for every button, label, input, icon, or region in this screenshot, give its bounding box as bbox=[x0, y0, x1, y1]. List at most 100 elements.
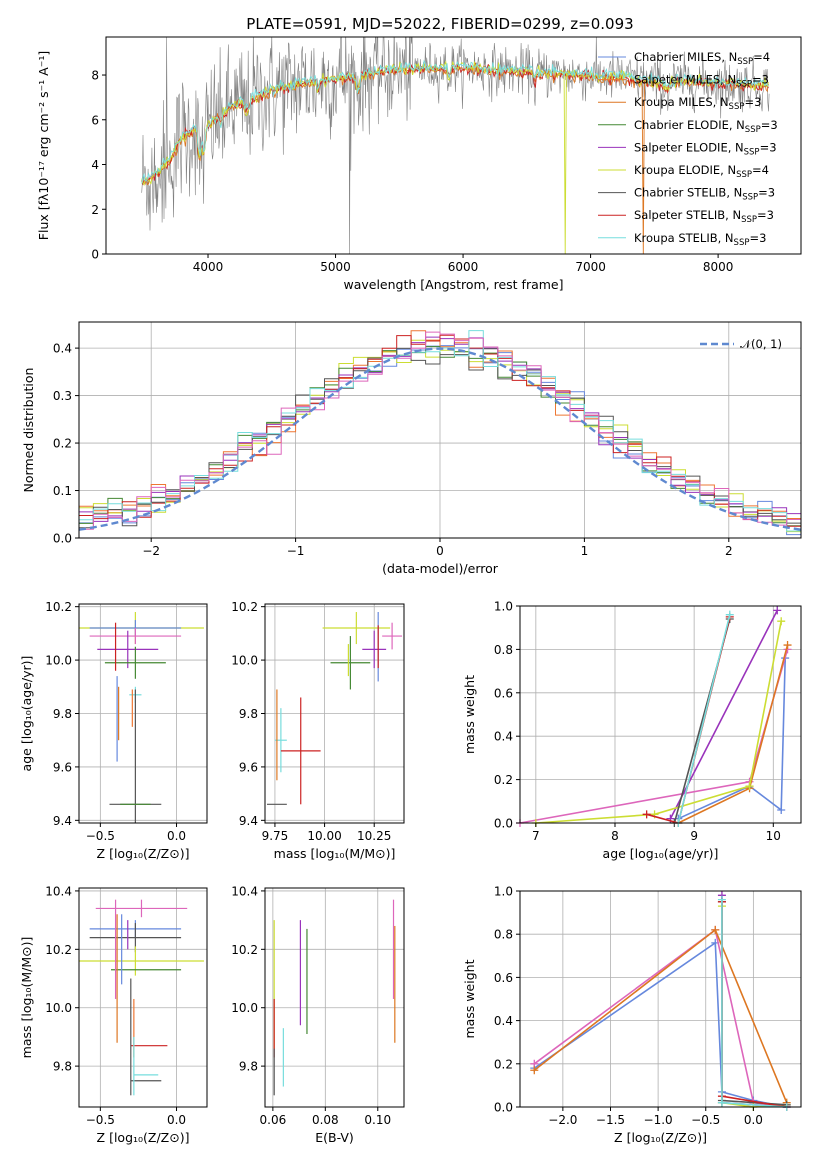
x-tick-label: −0.5 bbox=[86, 1113, 115, 1127]
plot-area bbox=[516, 606, 792, 827]
y-tick-label: 10.2 bbox=[231, 600, 258, 614]
legend-entry-tail: =3 bbox=[749, 231, 766, 245]
y-tick-label: 0.6 bbox=[494, 686, 513, 700]
gridlines bbox=[265, 888, 404, 1107]
y-tick-label: 0 bbox=[91, 248, 99, 262]
y-tick-label: 0.8 bbox=[494, 643, 513, 657]
series-line bbox=[533, 928, 788, 1104]
legend-entry-sub: SSP bbox=[737, 57, 753, 67]
y-tick-label: 4 bbox=[91, 158, 99, 172]
gridlines bbox=[79, 604, 207, 823]
histogram-step bbox=[79, 334, 801, 527]
axes-frame bbox=[78, 321, 802, 539]
axes-mass_vs_Z: −0.5 0.0 9.8 10.0 10.2 10.4 Z [log₁₀(Z/Z⊙)] mas… bbox=[19, 884, 208, 1145]
y-tick-label: 9.8 bbox=[53, 707, 72, 721]
legend-entry: 𝒩(0, 1) bbox=[740, 337, 782, 351]
plot-area bbox=[79, 330, 801, 536]
y-tick-label: 0.0 bbox=[494, 817, 513, 831]
observed-spectrum-line bbox=[141, 37, 770, 254]
y-tick-label: 10.4 bbox=[231, 884, 258, 898]
y-tick-label: 10.2 bbox=[231, 943, 258, 957]
x-axis-label: (data-model)/error bbox=[382, 561, 499, 576]
legend-entry-name: Chabrier MILES, N bbox=[634, 50, 737, 64]
y-tick-label: 0.2 bbox=[53, 437, 72, 451]
x-tick-label: 0.0 bbox=[167, 829, 186, 843]
axes-spectrum: 4000 5000 6000 7000 8000 0 2 4 6 8 wavelength [Ang… bbox=[36, 15, 802, 292]
x-tick-label: 7 bbox=[532, 829, 540, 843]
y-axis-label: mass [log₁₀(M/M⊙)] bbox=[19, 937, 34, 1059]
legend-entry-sub: SSP bbox=[736, 170, 752, 180]
axes-frame bbox=[264, 887, 405, 1108]
legend-entry: Salpeter STELIB, NSSP=3 bbox=[634, 208, 774, 225]
y-tick-label: 10.4 bbox=[45, 884, 72, 898]
plot-area bbox=[79, 612, 204, 823]
axes-frame bbox=[105, 36, 802, 255]
gridlines bbox=[265, 604, 404, 823]
series-line bbox=[533, 928, 787, 1108]
y-tick-label: 1.0 bbox=[494, 600, 513, 614]
legend-entry: Chabrier ELODIE, NSSP=3 bbox=[634, 118, 778, 135]
y-tick-label: 0.1 bbox=[53, 484, 72, 498]
legend-entry-sub: SSP bbox=[744, 147, 760, 157]
series-point-marker bbox=[717, 895, 726, 904]
y-tick-label: 8 bbox=[91, 69, 99, 83]
legend-entry-name: Kroupa ELODIE, N bbox=[634, 163, 736, 177]
series-line bbox=[677, 658, 786, 820]
legend-entry-tail: =3 bbox=[752, 73, 769, 87]
plot-area bbox=[273, 899, 396, 1096]
x-tick-label: 1 bbox=[581, 544, 589, 558]
legend-entry-name: Kroupa STELIB, N bbox=[634, 231, 734, 245]
series-point-marker bbox=[642, 810, 651, 819]
x-tick-label: 8000 bbox=[703, 260, 734, 274]
y-tick-label: 0.8 bbox=[494, 928, 513, 942]
axes-residuals: −2 −1 0 1 2 0.0 0.1 0.2 0.3 0.4 (data-model)/error… bbox=[21, 321, 802, 576]
legend-entry-tail: =4 bbox=[753, 50, 770, 64]
y-axis-label: age [log₁₀(age/yr)] bbox=[19, 656, 34, 772]
y-tick-label: 10.0 bbox=[45, 1001, 72, 1015]
y-tick-label: 0.4 bbox=[494, 1014, 513, 1028]
legend-entry-tail: =3 bbox=[744, 95, 761, 109]
axes-mass_weight_vs_Z: −2.0 −1.5 −1.0 −0.5 0.0 0.0 0.2 0.4 0.6 0.8 1.0 Z [… bbox=[462, 885, 802, 1145]
x-tick-label: 2 bbox=[725, 544, 733, 558]
plot-area bbox=[266, 612, 403, 805]
x-axis-label: Z [log₁₀(Z/Z⊙)] bbox=[614, 1130, 707, 1145]
x-tick-label: 10 bbox=[766, 829, 781, 843]
y-tick-label: 0.2 bbox=[494, 1057, 513, 1071]
legend-entry-sub: SSP bbox=[742, 193, 758, 203]
x-tick-label: 0.06 bbox=[260, 1113, 287, 1127]
y-tick-label: 2 bbox=[91, 203, 99, 217]
y-tick-label: 9.8 bbox=[239, 707, 258, 721]
y-tick-label: 10.0 bbox=[45, 654, 72, 668]
legend-entry: Salpeter MILES, NSSP=3 bbox=[634, 73, 769, 90]
x-tick-label: −1.0 bbox=[644, 1113, 673, 1127]
series-line bbox=[677, 614, 731, 824]
legend-entry-sub: SSP bbox=[734, 238, 750, 248]
gridlines bbox=[79, 888, 207, 1107]
legend-entry-name: Chabrier ELODIE, N bbox=[634, 118, 745, 132]
axes-frame bbox=[519, 605, 802, 824]
legend-entry-tail: =3 bbox=[760, 140, 777, 154]
legend-entry-name: Salpeter STELIB, N bbox=[634, 208, 741, 222]
legend-entry-name: Salpeter ELODIE, N bbox=[634, 140, 744, 154]
y-tick-label: 9.4 bbox=[239, 814, 258, 828]
x-tick-label: 0 bbox=[436, 544, 444, 558]
legend-entry: Salpeter ELODIE, NSSP=3 bbox=[634, 140, 777, 157]
x-tick-label: −1 bbox=[287, 544, 305, 558]
legend-entry-tail: =4 bbox=[752, 163, 769, 177]
y-axis-label: mass weight bbox=[462, 675, 477, 754]
x-tick-label: 10.00 bbox=[307, 829, 341, 843]
x-tick-label: −1.5 bbox=[596, 1113, 625, 1127]
y-tick-label: 10.0 bbox=[231, 1001, 258, 1015]
y-tick-label: 10.2 bbox=[45, 600, 72, 614]
x-tick-label: −2 bbox=[142, 544, 160, 558]
legend-entry: Kroupa MILES, NSSP=3 bbox=[634, 95, 761, 112]
y-tick-label: 9.8 bbox=[53, 1060, 72, 1074]
legend-entry: Chabrier STELIB, NSSP=3 bbox=[634, 186, 775, 203]
y-tick-label: 10.0 bbox=[231, 654, 258, 668]
x-axis-label: Z [log₁₀(Z/Z⊙)] bbox=[97, 1130, 190, 1145]
x-tick-label: −0.5 bbox=[86, 829, 115, 843]
chart-title: PLATE=0591, MJD=52022, FIBERID=0299, z=0… bbox=[246, 15, 633, 33]
model-spectrum-line bbox=[141, 59, 769, 184]
y-axis-label: Normed distribution bbox=[21, 368, 36, 493]
